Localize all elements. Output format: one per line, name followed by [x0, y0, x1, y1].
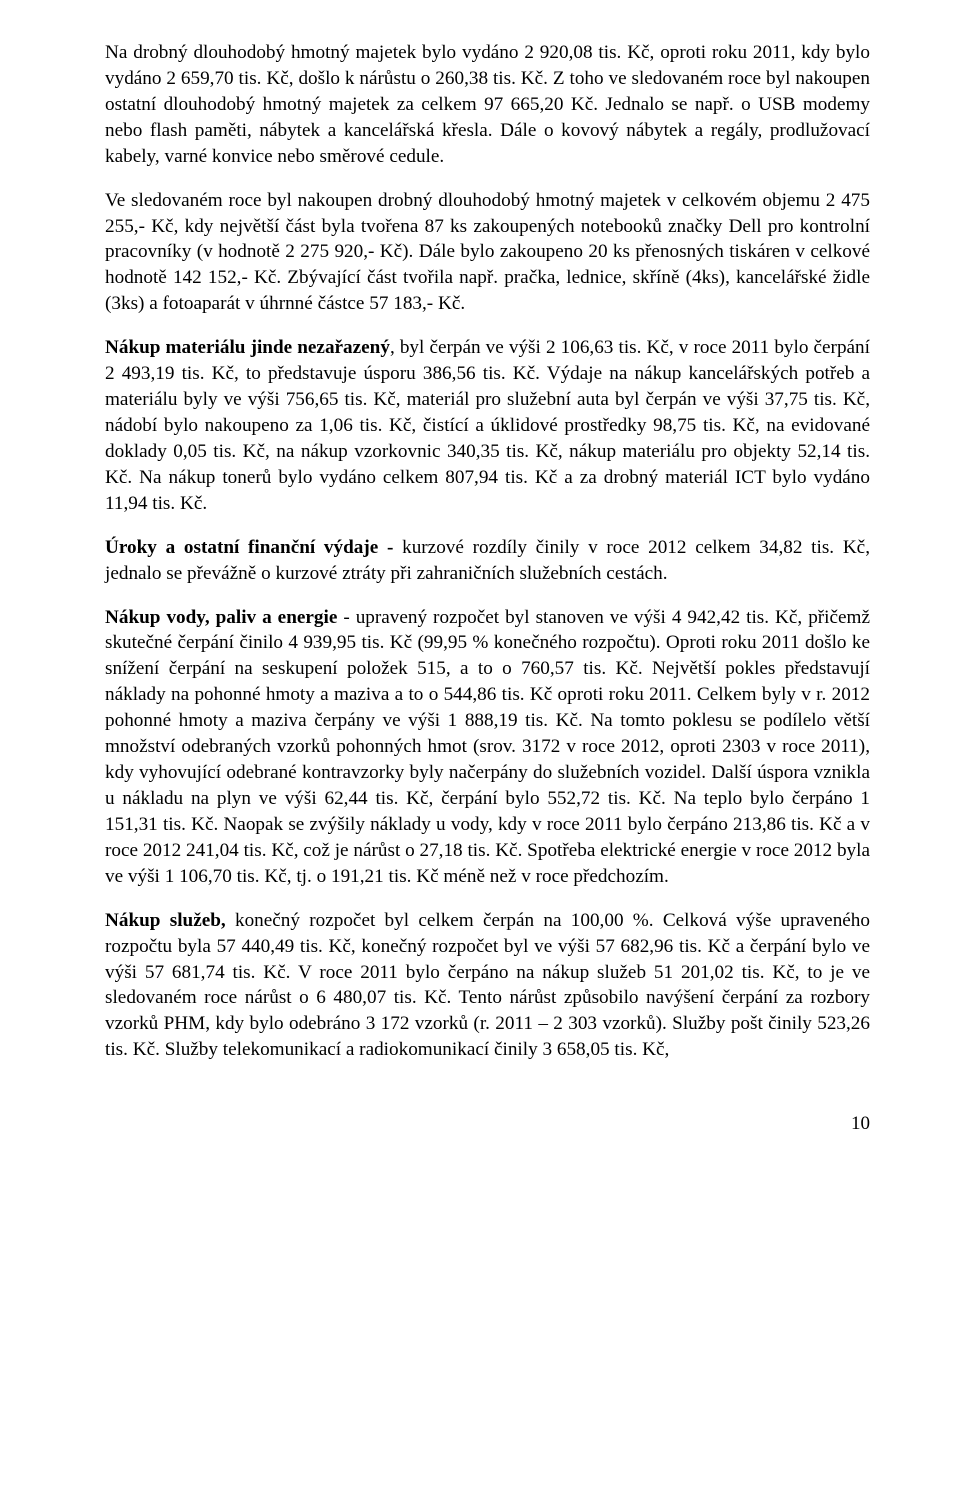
paragraph-heading: Nákup materiálu jinde nezařazený [105, 337, 390, 358]
paragraph-text: - upravený rozpočet byl stanoven ve výši… [105, 607, 870, 887]
paragraph-heading: Nákup vody, paliv a energie [105, 607, 337, 628]
paragraph-text: konečný rozpočet byl celkem čerpán na 10… [105, 910, 870, 1061]
paragraph-5: Nákup vody, paliv a energie - upravený r… [105, 605, 870, 890]
paragraph-3: Nákup materiálu jinde nezařazený, byl če… [105, 335, 870, 516]
page-number: 10 [105, 1081, 870, 1137]
paragraph-text: Na drobný dlouhodobý hmotný majetek bylo… [105, 42, 870, 167]
paragraph-heading: Nákup služeb, [105, 910, 226, 931]
paragraph-text: Ve sledovaném roce byl nakoupen drobný d… [105, 190, 870, 315]
document-page: Na drobný dlouhodobý hmotný majetek bylo… [0, 0, 960, 1509]
paragraph-4: Úroky a ostatní finanční výdaje - kurzov… [105, 535, 870, 587]
paragraph-6: Nákup služeb, konečný rozpočet byl celke… [105, 908, 870, 1064]
paragraph-heading: Úroky a ostatní finanční výdaje - [105, 537, 393, 558]
paragraph-text: , byl čerpán ve výši 2 106,63 tis. Kč, v… [105, 337, 870, 514]
paragraph-2: Ve sledovaném roce byl nakoupen drobný d… [105, 188, 870, 318]
paragraph-1: Na drobný dlouhodobý hmotný majetek bylo… [105, 40, 870, 170]
